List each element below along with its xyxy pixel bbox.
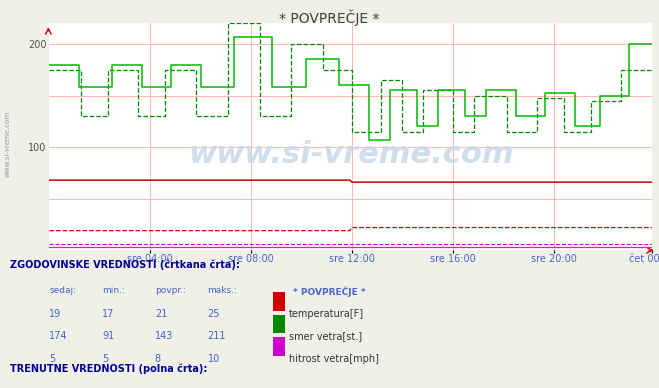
Text: ZGODOVINSKE VREDNOSTI (črtkana črta):: ZGODOVINSKE VREDNOSTI (črtkana črta): [10,260,240,270]
Text: temperatura[F]: temperatura[F] [289,309,364,319]
Text: 21: 21 [155,309,167,319]
Text: 25: 25 [208,309,220,319]
Text: 91: 91 [102,331,115,341]
Text: maks.:: maks.: [208,286,237,295]
Text: hitrost vetra[mph]: hitrost vetra[mph] [289,354,379,364]
Text: www.si-vreme.com: www.si-vreme.com [188,140,514,170]
Text: sedaj:: sedaj: [49,286,76,295]
Text: 211: 211 [208,331,226,341]
Text: smer vetra[st.]: smer vetra[st.] [289,331,362,341]
Text: 174: 174 [49,331,68,341]
Text: 5: 5 [49,354,55,364]
Text: 17: 17 [102,309,115,319]
Text: povpr.:: povpr.: [155,286,186,295]
Text: 19: 19 [49,309,62,319]
Text: www.si-vreme.com: www.si-vreme.com [5,111,11,177]
Text: 8: 8 [155,354,161,364]
Text: 10: 10 [208,354,220,364]
Text: 5: 5 [102,354,108,364]
Text: * POVPREČJE *: * POVPREČJE * [293,286,366,297]
Text: * POVPREČJE *: * POVPREČJE * [279,10,380,26]
Text: TRENUTNE VREDNOSTI (polna črta):: TRENUTNE VREDNOSTI (polna črta): [10,364,208,374]
Text: min.:: min.: [102,286,125,295]
Text: 143: 143 [155,331,173,341]
